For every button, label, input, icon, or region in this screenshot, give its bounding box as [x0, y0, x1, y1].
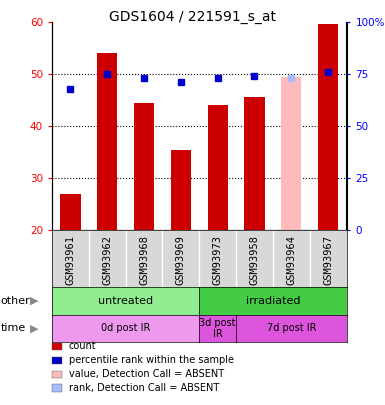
Text: ▶: ▶: [30, 324, 38, 333]
Bar: [171, 149, 191, 335]
Bar: [281, 77, 301, 335]
Text: GSM93961: GSM93961: [65, 235, 75, 285]
Text: rank, Detection Call = ABSENT: rank, Detection Call = ABSENT: [69, 383, 219, 393]
Text: irradiated: irradiated: [246, 296, 300, 306]
Text: percentile rank within the sample: percentile rank within the sample: [69, 355, 234, 365]
Bar: [244, 98, 264, 335]
Text: GSM93962: GSM93962: [102, 235, 112, 285]
Bar: [134, 103, 154, 335]
Text: 7d post IR: 7d post IR: [266, 324, 316, 333]
Bar: [97, 53, 117, 335]
Text: 3d post
IR: 3d post IR: [199, 318, 236, 339]
Text: GSM93964: GSM93964: [286, 235, 296, 285]
Text: count: count: [69, 341, 96, 351]
Text: untreated: untreated: [98, 296, 153, 306]
Text: other: other: [1, 296, 30, 306]
Bar: [60, 194, 80, 335]
Text: value, Detection Call = ABSENT: value, Detection Call = ABSENT: [69, 369, 224, 379]
Text: 0d post IR: 0d post IR: [101, 324, 150, 333]
Text: GDS1604 / 221591_s_at: GDS1604 / 221591_s_at: [109, 10, 276, 24]
Text: ▶: ▶: [30, 296, 38, 306]
Text: GSM93969: GSM93969: [176, 235, 186, 285]
Text: time: time: [1, 324, 26, 333]
Text: GSM93968: GSM93968: [139, 235, 149, 285]
Text: GSM93973: GSM93973: [213, 235, 223, 285]
Text: GSM93967: GSM93967: [323, 235, 333, 285]
Bar: [318, 24, 338, 335]
Text: GSM93958: GSM93958: [249, 235, 259, 285]
Bar: [208, 105, 228, 335]
